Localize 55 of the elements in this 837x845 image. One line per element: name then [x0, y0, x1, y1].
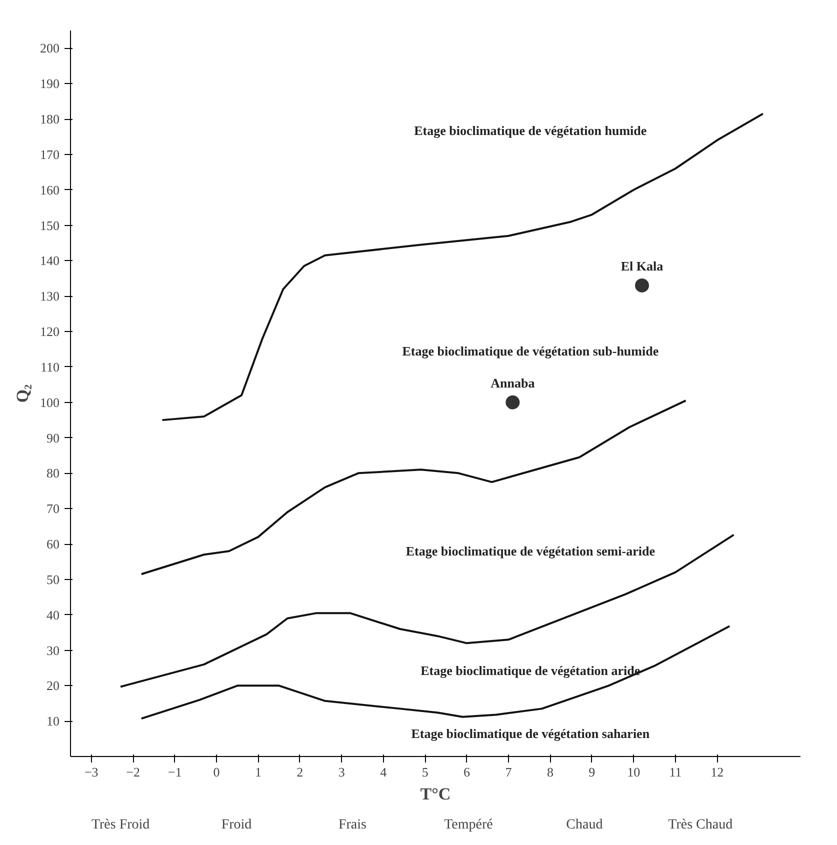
line-series [161, 112, 764, 422]
y-tick-label: 50 [46, 572, 60, 587]
text: Froid [221, 818, 252, 832]
annotation: Etage bioclimatique de végétation aride [420, 663, 640, 678]
x-tick-label: 6 [464, 764, 471, 780]
y-tick-label: 200 [40, 40, 60, 56]
series-label: El Kala [620, 258, 664, 274]
y-tick-label: 30 [46, 642, 60, 658]
x-tick-label: 10 [627, 764, 640, 780]
x-tick-label: 12 [710, 764, 724, 780]
text: Frais [338, 818, 366, 832]
y-tick-label: 40 [46, 607, 60, 622]
y-tick-label: 160 [40, 182, 60, 198]
x-tick-label: 3 [338, 764, 345, 780]
annotation: Etage bioclimatique de végétation semi-aride [406, 544, 656, 559]
x-tick-label: 7 [505, 764, 512, 780]
x-tick-label: −1 [168, 764, 182, 780]
y-tick-label: 150 [40, 218, 60, 233]
annotation: Etage bioclimatique de végétation saharien [411, 726, 650, 741]
y-tick-label: 140 [40, 253, 60, 268]
x-tick-label: −3 [84, 764, 98, 780]
text: Tempéré [444, 818, 493, 832]
line-series [120, 534, 735, 688]
y-tick-label: 190 [40, 76, 60, 92]
y-tick-label: 130 [40, 288, 60, 304]
y-tick-label: 100 [40, 394, 60, 410]
annotation: Etage bioclimatique de végétation humide [414, 123, 647, 138]
text: Très Chaud [668, 818, 733, 832]
y-tick-label: 110 [40, 359, 60, 374]
x-tick-label: 9 [588, 764, 596, 780]
annotation: Etage bioclimatique de végétation sub-humide [402, 344, 659, 359]
x-tick-label: 8 [546, 764, 554, 780]
x-tick-label: −2 [126, 764, 140, 780]
y-tick-label: 10 [46, 714, 60, 729]
x-tick-label: 4 [380, 764, 388, 780]
y-tick-label: 20 [46, 678, 60, 694]
text: Chaud [566, 818, 603, 832]
x-tick-label: 11 [669, 764, 682, 780]
y-axis-title: Q₂ [13, 384, 32, 403]
x-tick-label: 5 [422, 764, 428, 780]
y-tick-label: 120 [40, 324, 60, 340]
line-series [140, 625, 731, 720]
y-tick-label: 60 [46, 536, 60, 552]
x-axis-title: T°C [420, 784, 451, 804]
line-series [140, 400, 687, 576]
x-tick-label: 2 [296, 764, 304, 780]
y-tick-label: 70 [46, 501, 60, 516]
y-tick-label: 80 [46, 466, 60, 481]
text: Très Froid [91, 818, 150, 832]
y-tick-label: 170 [40, 146, 60, 162]
y-tick-label: 180 [40, 112, 60, 127]
x-tick-label: 1 [254, 764, 262, 780]
y-tick-label: 90 [46, 430, 60, 446]
x-tick-label: 0 [213, 764, 220, 780]
series-label: Annaba [490, 375, 536, 390]
